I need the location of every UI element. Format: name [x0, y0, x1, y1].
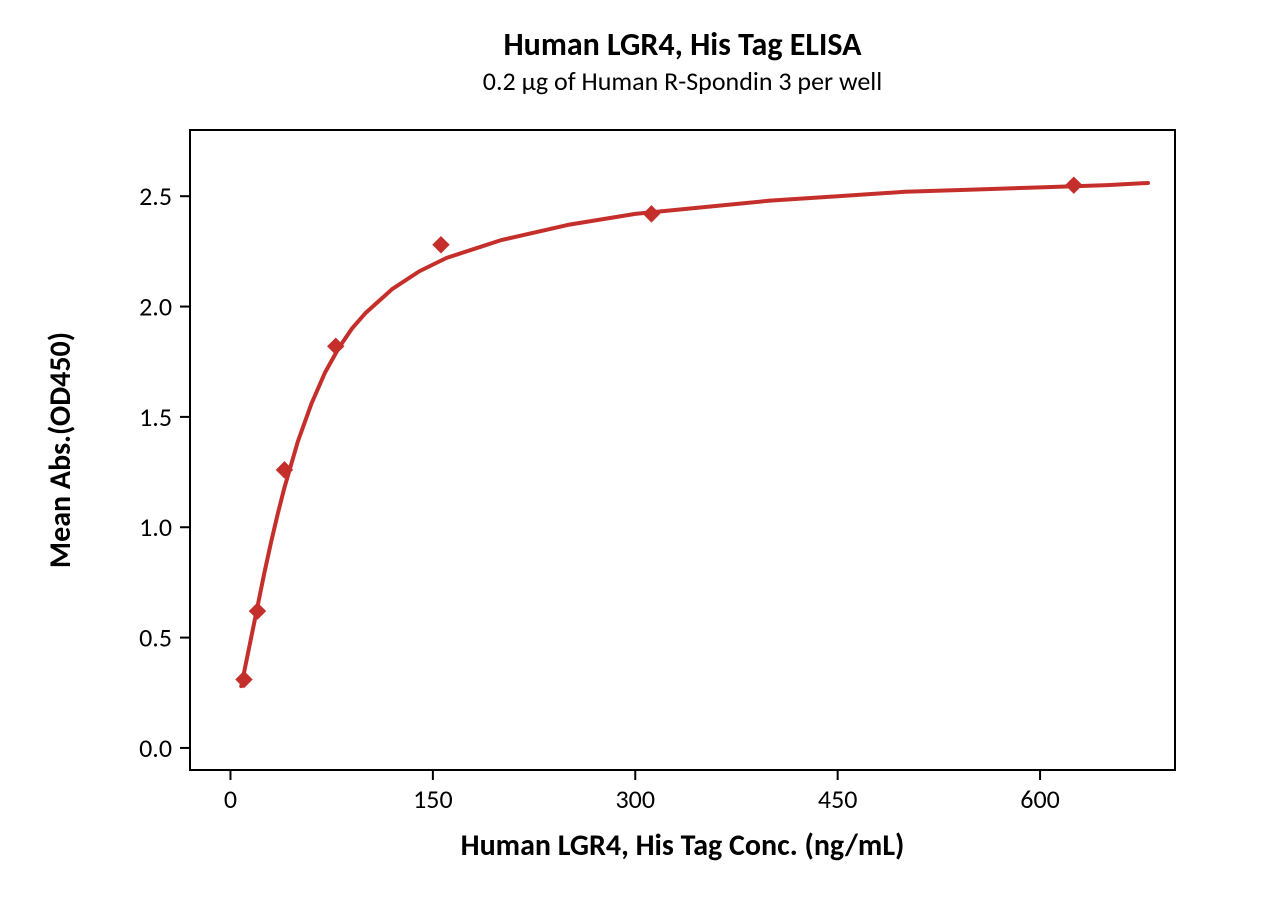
y-tick-label: 1.0 — [139, 511, 172, 543]
elisa-chart: 0 150 300 450 600 0.0 0.5 1.0 1.5 2.0 2.5 Human LGR… — [0, 0, 1280, 914]
plot-area — [190, 130, 1175, 770]
y-axis-label: Mean Abs.(OD450) — [42, 332, 79, 568]
y-tick-label: 1.5 — [139, 401, 172, 433]
y-tick-label: 0.5 — [139, 622, 172, 654]
x-tick-label: 0 — [224, 783, 237, 815]
chart-title: Human LGR4, His Tag ELISA — [503, 25, 862, 64]
y-tick-label: 2.0 — [139, 291, 172, 323]
x-tick-label: 450 — [818, 783, 858, 815]
y-tick-label: 0.0 — [139, 732, 172, 764]
x-tick-label: 600 — [1020, 783, 1060, 815]
y-tick-label: 2.5 — [139, 180, 172, 212]
chart-subtitle: 0.2 μg of Human R-Spondin 3 per well — [483, 65, 882, 97]
x-tick-label: 150 — [413, 783, 453, 815]
x-tick-label: 300 — [616, 783, 656, 815]
x-axis-label: Human LGR4, His Tag Conc. (ng/mL) — [461, 827, 905, 864]
